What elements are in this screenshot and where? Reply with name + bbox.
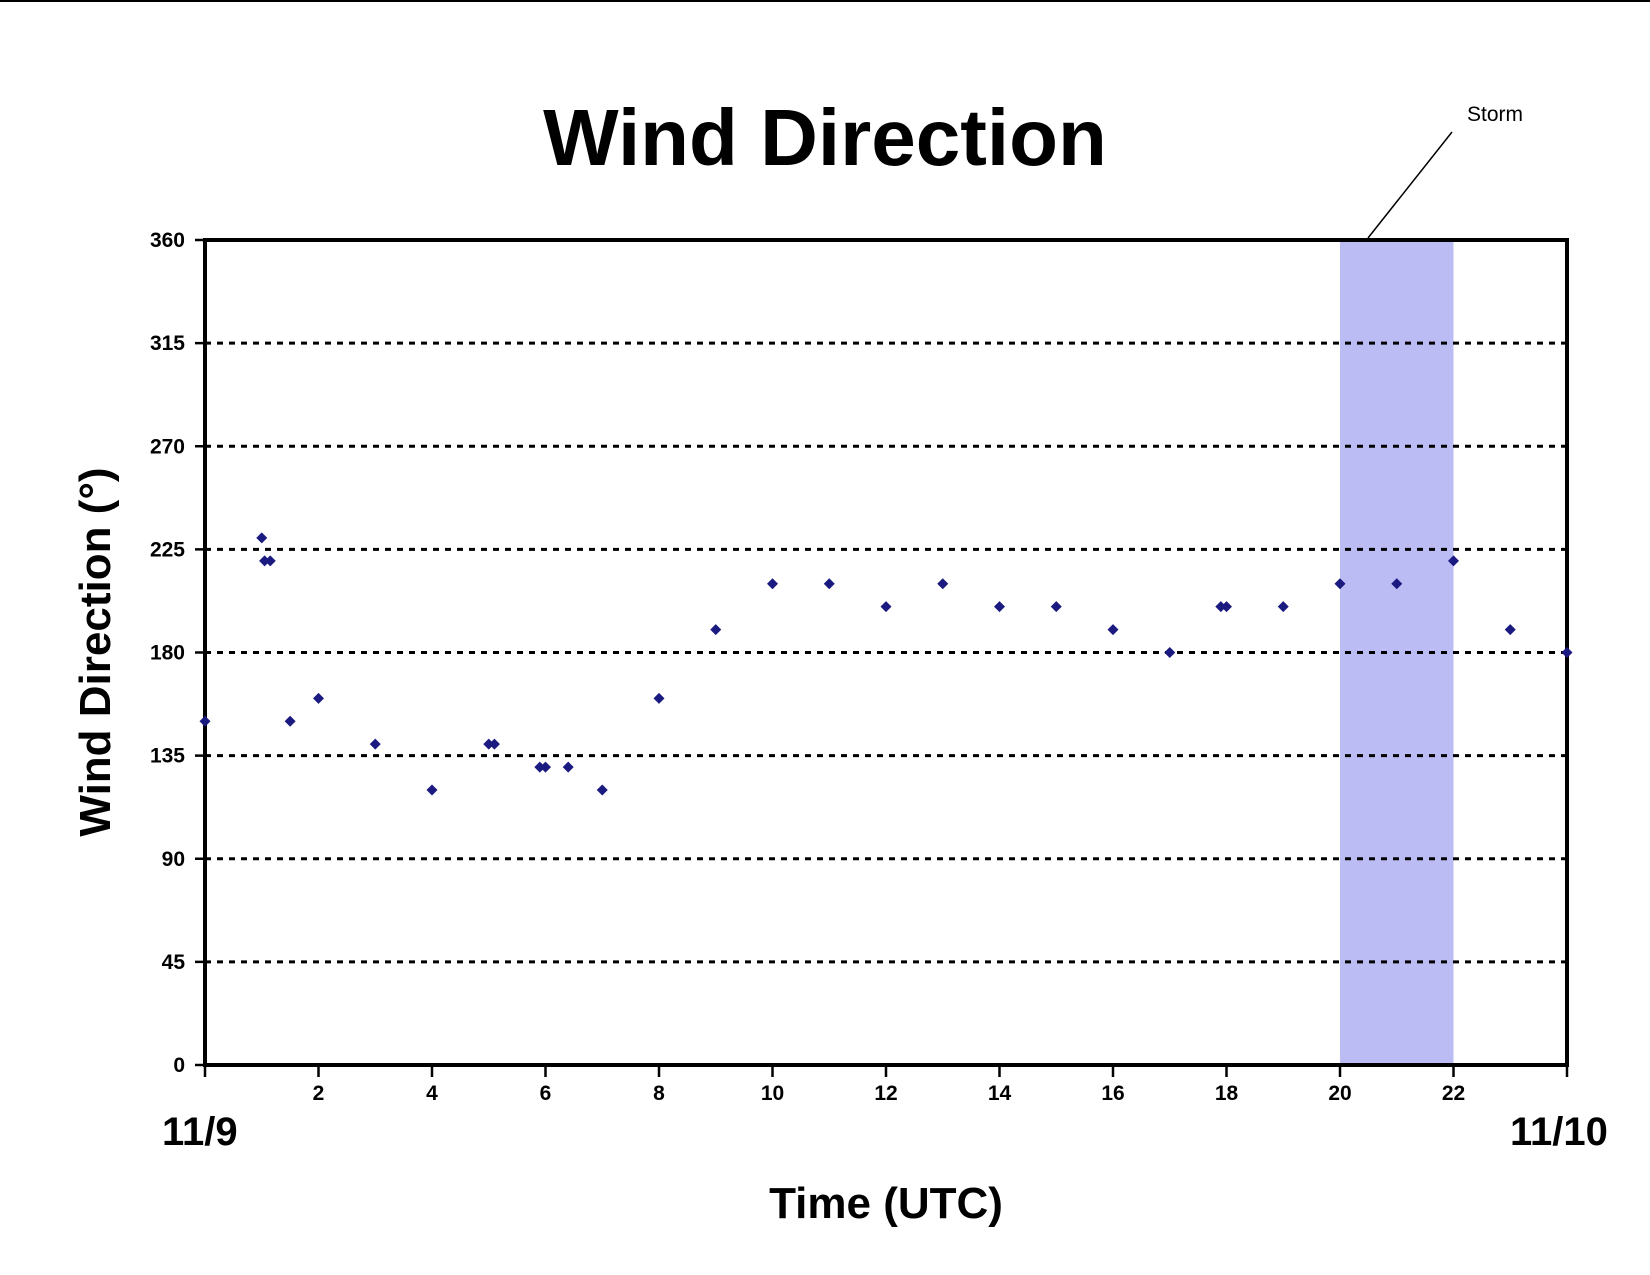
x-axis-title: Time (UTC) — [769, 1179, 1003, 1228]
data-point — [540, 761, 551, 773]
data-point — [256, 532, 268, 544]
data-point — [1050, 601, 1062, 613]
data-point — [767, 578, 778, 590]
data-point — [1334, 578, 1346, 590]
storm-label: Storm — [1467, 103, 1523, 126]
x-tick-label: 4 — [426, 1082, 438, 1105]
data-point — [596, 784, 608, 796]
y-tick-label: 0 — [173, 1054, 185, 1077]
data-point — [534, 761, 546, 773]
data-point — [1448, 555, 1459, 567]
data-point — [1561, 647, 1573, 658]
y-tick-label: 225 — [150, 538, 185, 561]
data-point — [994, 601, 1005, 613]
x-tick-label: 16 — [1101, 1082, 1124, 1105]
y-tick-label: 135 — [150, 745, 185, 768]
data-point — [1504, 624, 1516, 636]
y-tick-label: 45 — [162, 951, 186, 974]
top-rule — [0, 0, 1650, 2]
data-point — [937, 578, 949, 590]
data-point — [1277, 601, 1289, 613]
data-point — [369, 738, 381, 750]
x-tick-label: 10 — [761, 1082, 784, 1105]
storm-callout-line — [1367, 131, 1453, 239]
y-tick-label: 180 — [150, 642, 185, 665]
data-point — [264, 555, 276, 567]
data-point — [1221, 601, 1232, 613]
x-tick-label: 22 — [1442, 1082, 1465, 1105]
y-tick-label: 270 — [150, 435, 185, 458]
x-tick-label: 6 — [540, 1082, 552, 1105]
data-point — [1215, 601, 1227, 613]
data-point — [259, 555, 271, 567]
x-tick-label: 12 — [874, 1082, 897, 1105]
x-tick-label: 14 — [988, 1082, 1012, 1105]
y-tick-label: 315 — [150, 332, 185, 355]
start-date-label: 11/9 — [162, 1110, 238, 1154]
x-tick-label: 18 — [1215, 1082, 1239, 1105]
data-point — [284, 715, 296, 727]
x-tick-label: 2 — [313, 1082, 325, 1105]
data-point — [426, 784, 438, 796]
data-point — [199, 715, 211, 727]
y-tick-label: 90 — [162, 848, 185, 871]
end-date-label: 11/10 — [1510, 1110, 1608, 1154]
data-point — [823, 578, 835, 590]
x-tick-label: 20 — [1328, 1082, 1351, 1105]
data-point — [313, 692, 324, 704]
y-tick-label: 360 — [150, 229, 185, 252]
y-axis-title: Wind Direction (°) — [71, 467, 120, 836]
data-point — [653, 692, 665, 704]
data-point — [488, 738, 500, 750]
data-point — [1107, 624, 1119, 636]
data-point — [880, 601, 892, 613]
data-point — [562, 761, 574, 773]
chart-title: Wind Direction — [543, 93, 1107, 182]
data-point — [1164, 647, 1176, 658]
data-point — [483, 738, 495, 750]
data-point — [710, 624, 722, 636]
x-tick-label: 8 — [653, 1082, 665, 1105]
data-point — [1391, 578, 1403, 590]
